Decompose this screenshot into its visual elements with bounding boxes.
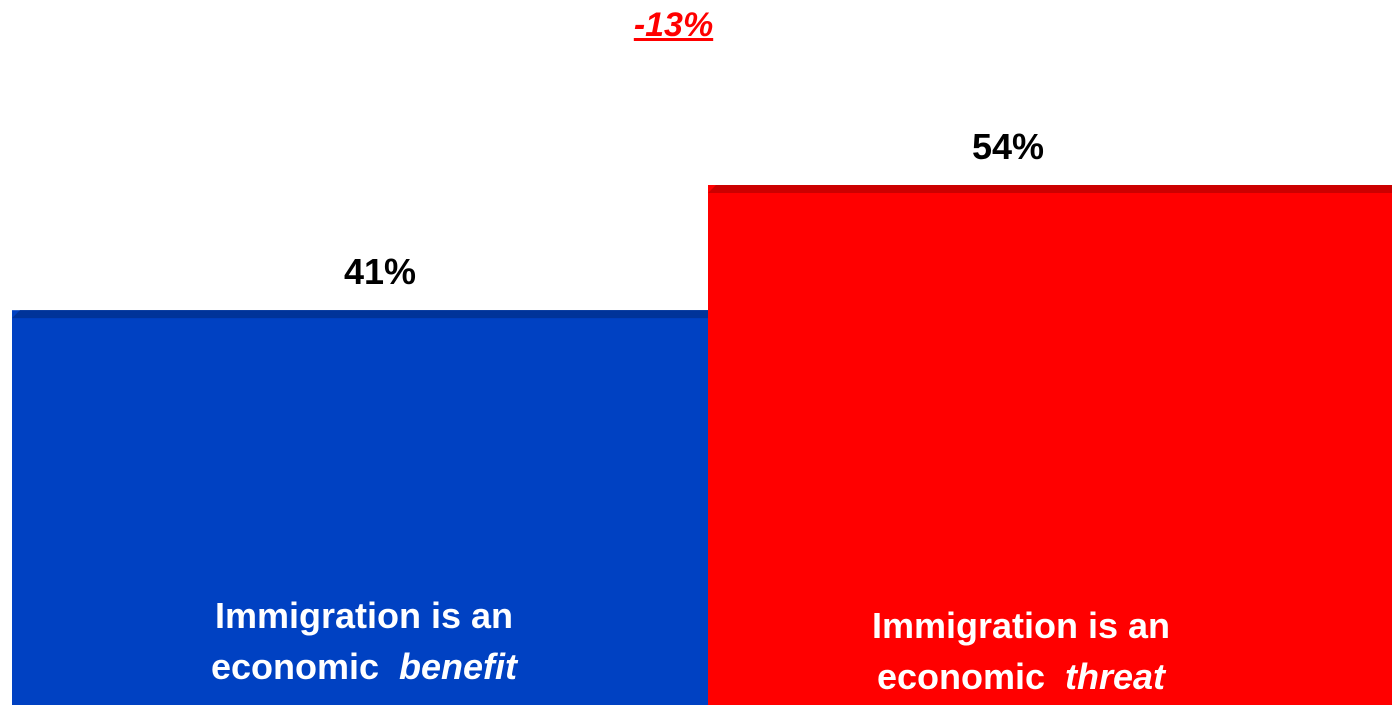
bar-1 [12, 310, 708, 705]
bar-top-edge-2 [708, 185, 1392, 193]
category-label-line1-2: Immigration is an [872, 605, 1170, 646]
category-label-line1-1: Immigration is an [215, 595, 513, 636]
category-label-line2-1: economic benefit [211, 646, 519, 687]
category-label-italic-2: threat [1065, 656, 1167, 697]
category-label-line2-2: economic threat [877, 656, 1167, 697]
category-label-plain-2: economic [877, 656, 1065, 697]
category-label-italic-1: benefit [399, 646, 519, 687]
bar-2 [708, 185, 1392, 705]
bar-group-1: 41% Immigration is an economic benefit [12, 251, 708, 705]
bar-top-edge-1 [12, 310, 708, 319]
difference-label: -13% [633, 6, 714, 44]
value-label-2: 54% [972, 126, 1044, 167]
bar-group-2: 54% Immigration is an economic threat [708, 126, 1392, 705]
value-label-1: 41% [344, 251, 416, 292]
category-label-plain-1: economic [211, 646, 399, 687]
